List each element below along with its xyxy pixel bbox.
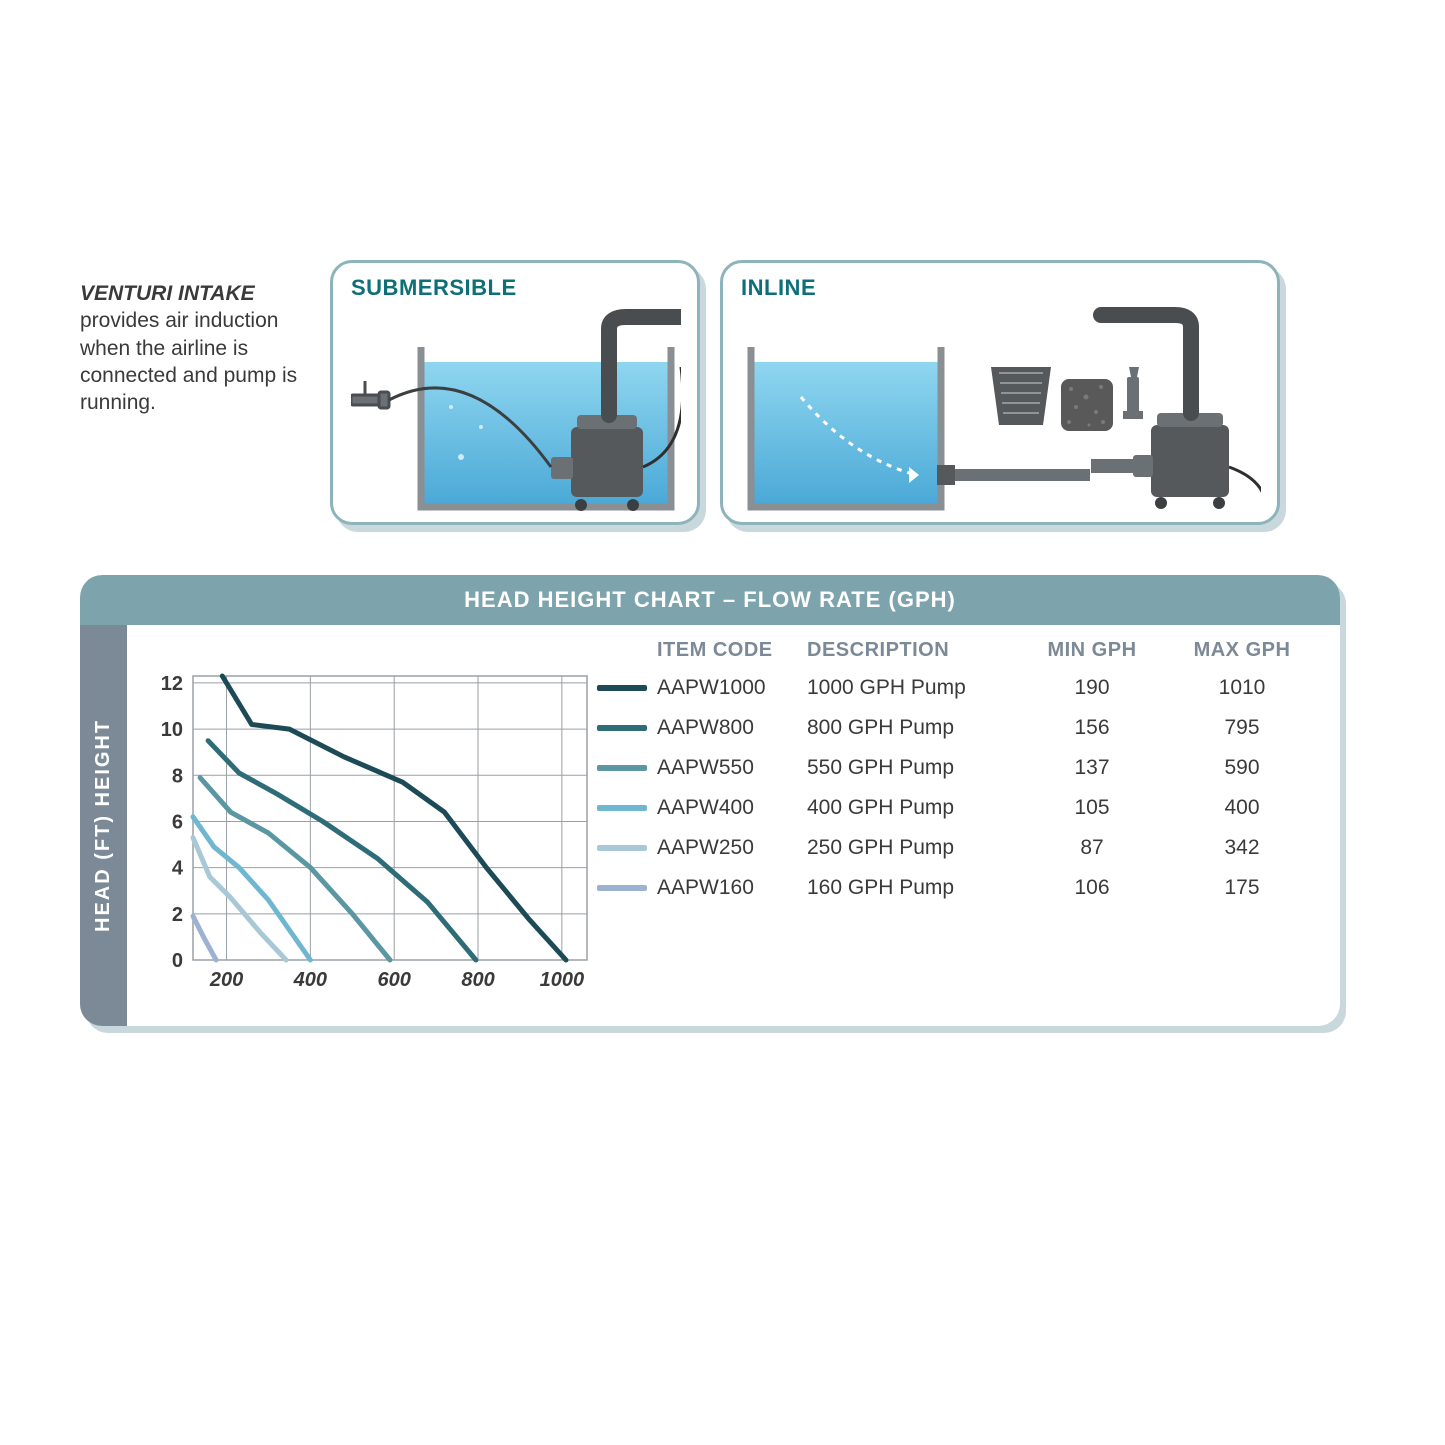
legend-min: 105 [1017,796,1167,820]
legend-desc: 400 GPH Pump [807,796,1017,820]
legend-max: 400 [1167,796,1317,820]
y-axis-label: HEAD (FT) HEIGHT [80,625,127,1026]
legend-min: 87 [1017,836,1167,860]
legend-desc: 1000 GPH Pump [807,676,1017,700]
legend-swatch [597,845,647,851]
legend-max: 590 [1167,756,1317,780]
legend-min: 137 [1017,756,1167,780]
legend-row: AAPW800 800 GPH Pump 156 795 [137,708,1317,748]
legend-swatch [597,805,647,811]
legend-swatch [597,685,647,691]
legend-header: ITEM CODE DESCRIPTION MIN GPH MAX GPH [137,625,1317,668]
legend-code: AAPW160 [657,876,807,900]
legend-max: 175 [1167,876,1317,900]
venturi-body: provides air induction when the airline … [80,309,297,414]
legend-row: AAPW250 250 GPH Pump 87 342 [137,828,1317,868]
submersible-title: SUBMERSIBLE [351,275,679,301]
col-min: MIN GPH [1017,639,1167,662]
submersible-svg [351,307,681,517]
legend-table: AAPW1000 1000 GPH Pump 190 1010 AAPW800 … [137,668,1317,908]
col-itemcode: ITEM CODE [657,639,807,662]
legend-max: 795 [1167,716,1317,740]
legend-min: 156 [1017,716,1167,740]
legend-min: 190 [1017,676,1167,700]
submersible-diagram: SUBMERSIBLE [330,260,700,525]
venturi-callout: VENTURI INTAKE provides air induction wh… [80,260,310,416]
inline-svg [741,307,1261,517]
legend-row: AAPW1000 1000 GPH Pump 190 1010 [137,668,1317,708]
venturi-title: VENTURI INTAKE [80,282,255,305]
svg-text:200: 200 [209,969,243,991]
svg-text:400: 400 [293,969,327,991]
legend-swatch [597,885,647,891]
legend-desc: 160 GPH Pump [807,876,1017,900]
legend-row: AAPW550 550 GPH Pump 137 590 [137,748,1317,788]
legend-code: AAPW1000 [657,676,807,700]
svg-text:600: 600 [378,969,411,991]
legend-code: AAPW550 [657,756,807,780]
legend-row: AAPW400 400 GPH Pump 105 400 [137,788,1317,828]
legend-swatch [597,725,647,731]
col-desc: DESCRIPTION [807,639,1017,662]
col-max: MAX GPH [1167,639,1317,662]
inline-title: INLINE [741,275,1259,301]
inline-diagram: INLINE [720,260,1280,525]
chart-title: HEAD HEIGHT CHART – FLOW RATE (GPH) [80,575,1340,625]
legend-desc: 800 GPH Pump [807,716,1017,740]
legend-desc: 550 GPH Pump [807,756,1017,780]
legend-max: 342 [1167,836,1317,860]
chart-area: 0246810122004006008001000 AAPW1000 1000 … [137,668,1317,998]
legend-code: AAPW400 [657,796,807,820]
legend-min: 106 [1017,876,1167,900]
legend-max: 1010 [1167,676,1317,700]
legend-row: AAPW160 160 GPH Pump 106 175 [137,868,1317,908]
svg-text:0: 0 [172,950,183,972]
head-height-panel: HEAD HEIGHT CHART – FLOW RATE (GPH) HEAD… [80,575,1340,1026]
legend-swatch [597,765,647,771]
legend-code: AAPW250 [657,836,807,860]
legend-code: AAPW800 [657,716,807,740]
svg-text:800: 800 [461,969,494,991]
svg-text:1000: 1000 [540,969,585,991]
legend-desc: 250 GPH Pump [807,836,1017,860]
diagram-row: VENTURI INTAKE provides air induction wh… [80,260,1365,525]
